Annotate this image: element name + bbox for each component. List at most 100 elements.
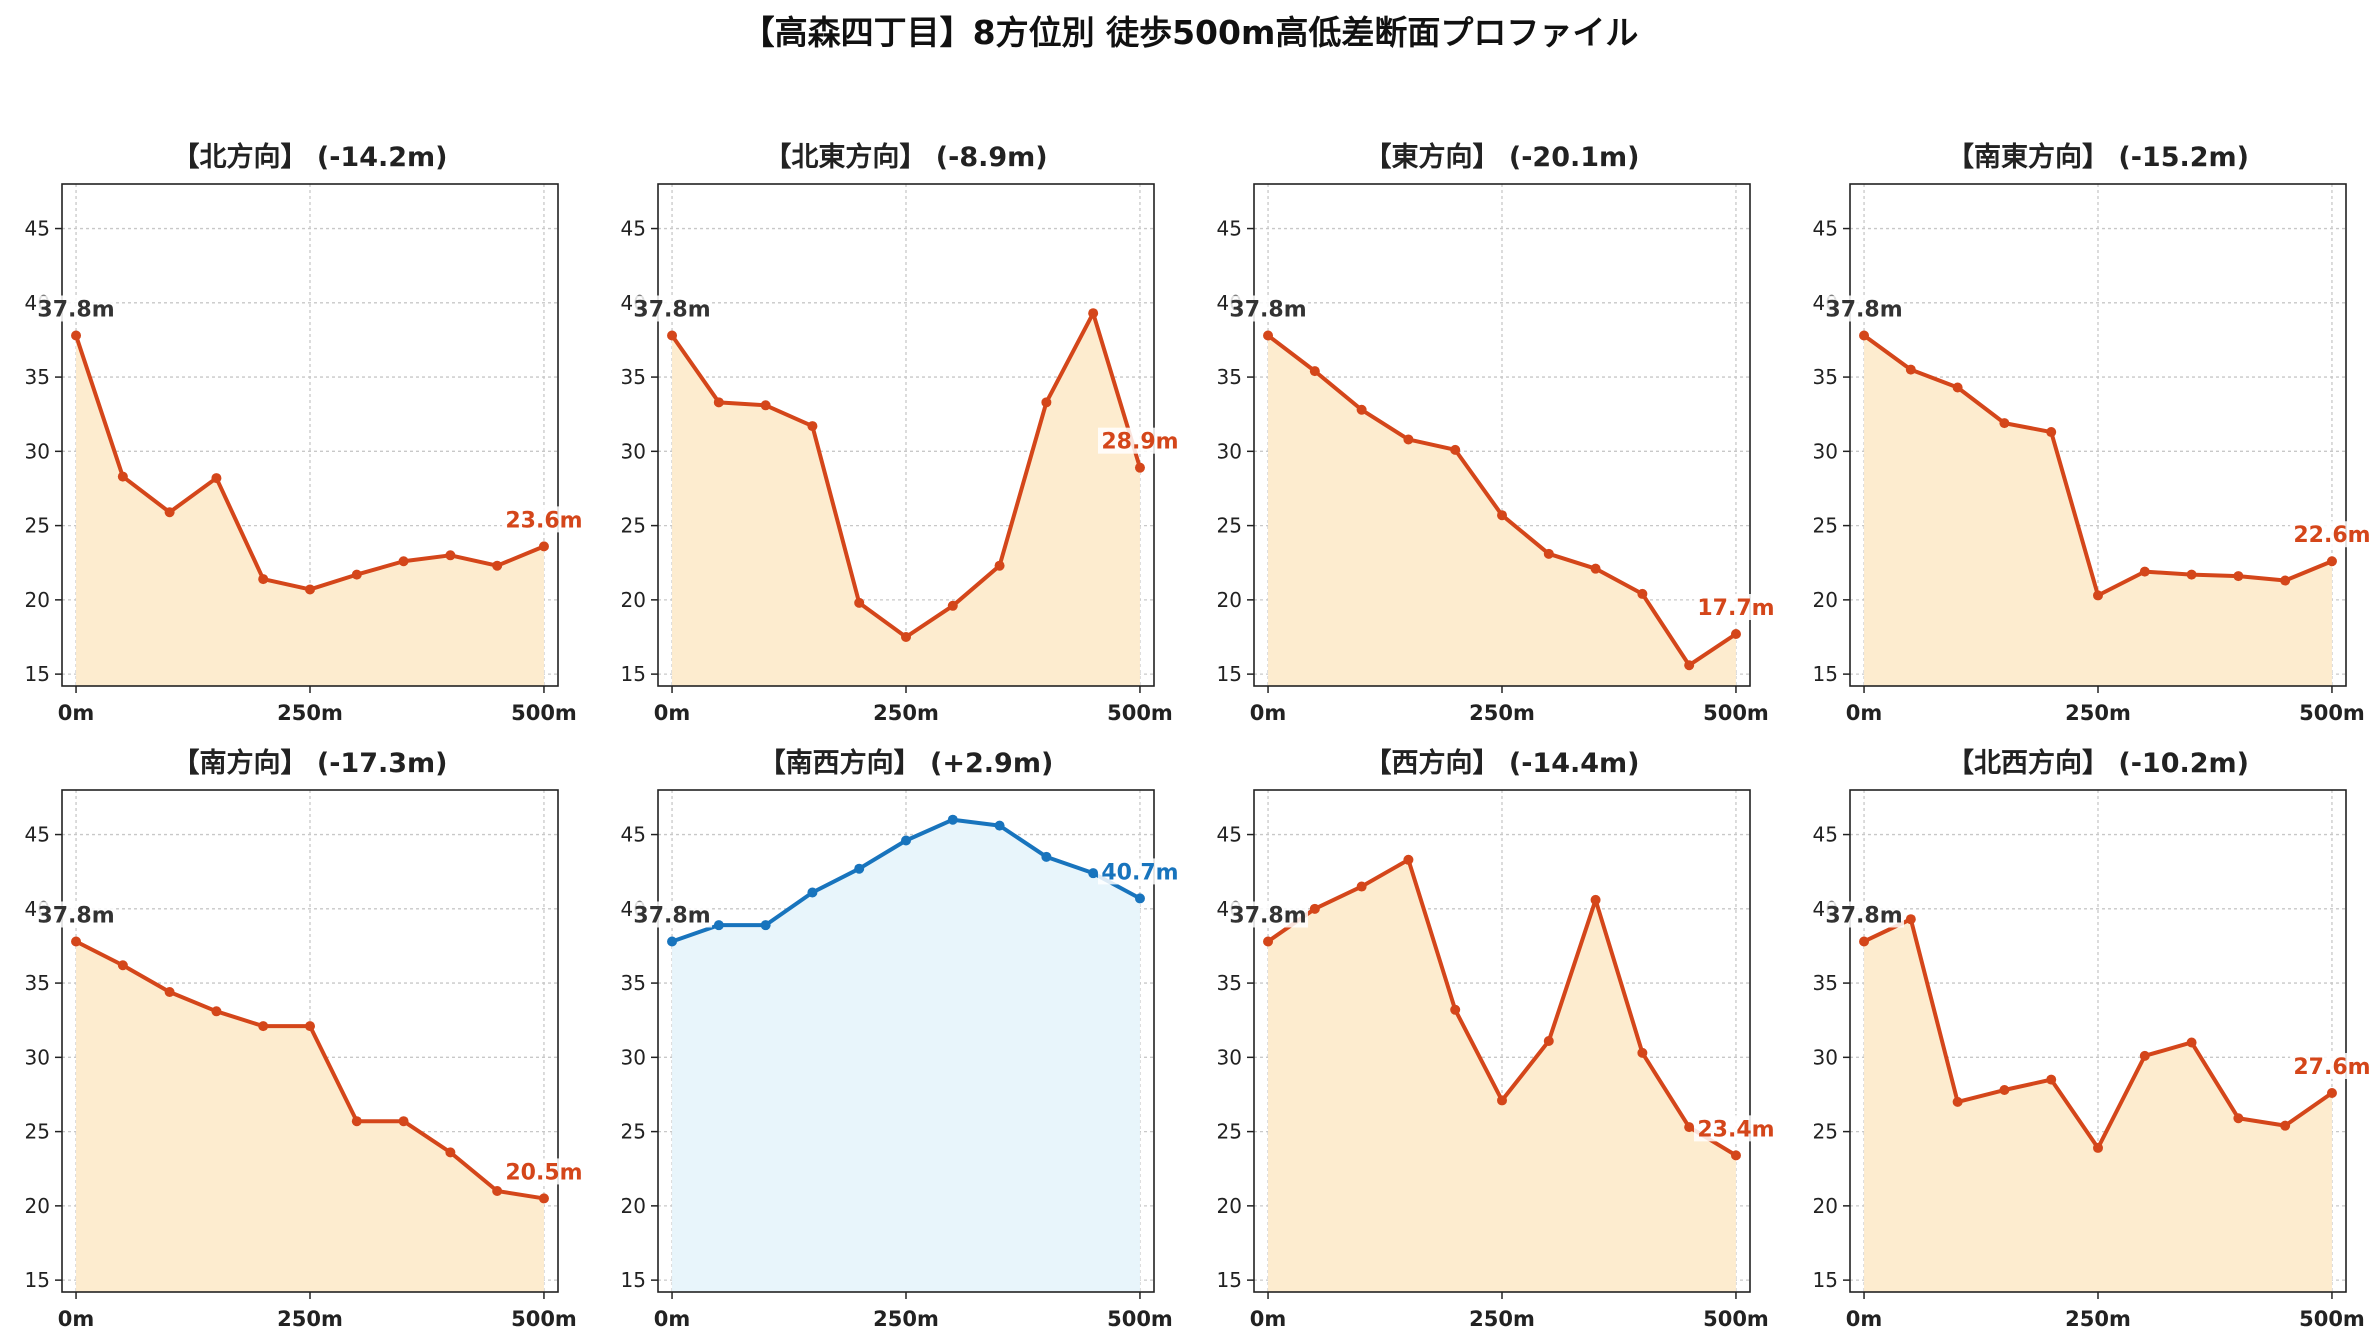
data-point xyxy=(1543,1036,1554,1046)
data-point xyxy=(2280,575,2291,586)
panel-title: 【南西方向】 (+2.9m) xyxy=(759,747,1054,779)
x-tick-label: 500m xyxy=(1107,701,1173,725)
y-tick-label: 25 xyxy=(25,1120,50,1144)
panel-grid: 【北方向】 (-14.2m)152025303540450m250m500m37… xyxy=(25,141,2374,1331)
start-label-bg xyxy=(1228,901,1309,928)
x-tick-label: 500m xyxy=(511,1307,577,1331)
data-point xyxy=(947,600,958,611)
y-tick-label: 15 xyxy=(621,662,646,686)
data-point xyxy=(305,584,315,595)
y-tick-label: 45 xyxy=(1217,823,1242,847)
data-point xyxy=(2186,1037,2197,1048)
data-point xyxy=(713,920,724,931)
end-elevation-label: 23.6m xyxy=(505,508,582,533)
data-point xyxy=(1041,397,1052,408)
x-tick-label: 0m xyxy=(58,701,95,725)
data-point xyxy=(1590,563,1601,574)
end-elevation-label: 27.6m xyxy=(2293,1055,2370,1080)
data-point xyxy=(2186,569,2197,580)
x-tick-label: 250m xyxy=(2065,1307,2131,1331)
data-point xyxy=(1403,854,1414,865)
data-point xyxy=(854,863,865,874)
y-tick-label: 15 xyxy=(1813,662,1838,686)
data-point xyxy=(901,835,911,846)
y-tick-label: 35 xyxy=(1813,365,1838,389)
start-label-bg xyxy=(36,295,117,322)
data-point xyxy=(713,397,724,408)
data-point xyxy=(667,936,678,947)
end-label-bg xyxy=(1097,858,1182,885)
data-point xyxy=(351,1116,362,1127)
y-tick-label: 30 xyxy=(1813,439,1838,463)
data-point xyxy=(1952,1096,1963,1107)
x-tick-label: 250m xyxy=(1469,1307,1535,1331)
data-point xyxy=(760,920,771,931)
x-tick-label: 0m xyxy=(1250,1307,1287,1331)
data-point xyxy=(1134,893,1145,904)
elevation-area xyxy=(672,819,1140,1292)
x-tick-label: 250m xyxy=(873,1307,939,1331)
data-point xyxy=(1543,548,1554,559)
y-tick-label: 25 xyxy=(1217,514,1242,538)
end-label-bg xyxy=(2289,1052,2374,1079)
y-tick-label: 15 xyxy=(25,1268,50,1292)
start-label-bg xyxy=(36,901,117,928)
end-elevation-label: 17.7m xyxy=(1697,596,1774,621)
data-point xyxy=(1497,510,1507,521)
panel-title: 【南方向】 (-17.3m) xyxy=(172,747,447,779)
data-point xyxy=(994,560,1005,571)
y-tick-label: 25 xyxy=(621,514,646,538)
y-tick-label: 25 xyxy=(1813,1120,1838,1144)
x-tick-label: 500m xyxy=(2299,701,2365,725)
x-tick-label: 250m xyxy=(2065,701,2131,725)
data-point xyxy=(1684,1122,1695,1133)
data-point xyxy=(492,1186,503,1197)
x-tick-label: 500m xyxy=(1703,1307,1769,1331)
profile-panel-1: 【北東方向】 (-8.9m)152025303540450m250m500m37… xyxy=(621,141,1182,725)
data-point xyxy=(492,560,503,571)
data-point xyxy=(1263,936,1274,947)
start-elevation-label: 37.8m xyxy=(1825,903,1902,928)
end-label-bg xyxy=(1693,1115,1778,1142)
y-tick-label: 45 xyxy=(25,217,50,241)
data-point xyxy=(1730,1150,1741,1161)
y-tick-label: 20 xyxy=(25,588,50,612)
data-point xyxy=(1999,418,2010,429)
y-tick-label: 15 xyxy=(1217,1268,1242,1292)
data-point xyxy=(2046,1074,2057,1085)
elevation-area xyxy=(1268,335,1736,686)
y-tick-label: 20 xyxy=(25,1194,50,1218)
data-point xyxy=(2280,1120,2291,1131)
y-tick-label: 25 xyxy=(1813,514,1838,538)
y-tick-label: 35 xyxy=(1217,971,1242,995)
y-tick-label: 35 xyxy=(25,971,50,995)
start-elevation-label: 37.8m xyxy=(633,903,710,928)
x-tick-label: 250m xyxy=(1469,701,1535,725)
y-tick-label: 20 xyxy=(1217,588,1242,612)
data-point xyxy=(1859,936,1870,947)
data-point xyxy=(1999,1085,2010,1096)
y-tick-label: 30 xyxy=(621,439,646,463)
y-tick-label: 45 xyxy=(621,823,646,847)
end-elevation-label: 40.7m xyxy=(1101,860,1178,885)
data-point xyxy=(2093,590,2103,601)
x-tick-label: 0m xyxy=(1250,701,1287,725)
data-point xyxy=(1684,660,1695,671)
x-tick-label: 250m xyxy=(277,701,343,725)
profile-panel-3: 【南東方向】 (-15.2m)152025303540450m250m500m3… xyxy=(1813,141,2374,725)
data-point xyxy=(1309,366,1320,377)
data-point xyxy=(1450,1004,1461,1015)
start-elevation-label: 37.8m xyxy=(37,903,114,928)
start-label-bg xyxy=(1824,901,1905,928)
y-tick-label: 30 xyxy=(621,1045,646,1069)
data-point xyxy=(1905,364,1916,375)
data-point xyxy=(1088,308,1099,319)
y-tick-label: 25 xyxy=(621,1120,646,1144)
data-point xyxy=(1859,330,1870,341)
end-elevation-label: 22.6m xyxy=(2293,523,2370,548)
data-point xyxy=(398,556,409,567)
data-point xyxy=(2139,566,2150,577)
end-label-bg xyxy=(501,506,586,533)
y-tick-label: 25 xyxy=(1217,1120,1242,1144)
